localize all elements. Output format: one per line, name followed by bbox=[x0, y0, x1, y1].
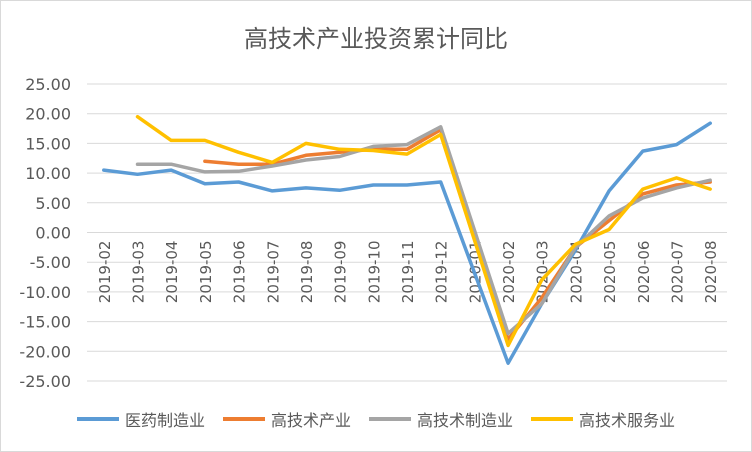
y-tick-label: -15.00 bbox=[19, 313, 71, 332]
legend-item: 高技术服务业 bbox=[531, 407, 675, 431]
x-tick-label: 2019-08 bbox=[298, 241, 316, 304]
y-tick-label: 10.00 bbox=[25, 164, 71, 183]
legend-swatch bbox=[76, 417, 119, 421]
x-tick-label: 2019-03 bbox=[130, 241, 148, 304]
y-tick-label: 5.00 bbox=[35, 194, 71, 213]
y-tick-label: 0.00 bbox=[35, 224, 71, 243]
series-line-3 bbox=[135, 125, 712, 336]
y-tick-label: 20.00 bbox=[25, 105, 71, 124]
legend: 医药制造业 高技术产业 高技术制造业 高技术服务业 bbox=[1, 407, 751, 431]
y-tick-label: 15.00 bbox=[25, 134, 71, 153]
legend-label: 高技术制造业 bbox=[417, 411, 514, 430]
x-tick-label: 2019-06 bbox=[231, 241, 249, 304]
x-tick-label: 2019-12 bbox=[433, 241, 451, 304]
x-tick-label: 2019-05 bbox=[197, 240, 215, 303]
legend-item: 医药制造业 bbox=[76, 407, 205, 431]
legend-label: 高技术产业 bbox=[270, 411, 351, 430]
x-tick-label: 2019-02 bbox=[96, 241, 114, 304]
legend-item: 高技术制造业 bbox=[369, 407, 513, 431]
series-line-4 bbox=[135, 114, 712, 348]
y-tick-label: -25.00 bbox=[19, 372, 71, 391]
x-tick-label: 2020-06 bbox=[635, 241, 653, 304]
legend-label: 高技术服务业 bbox=[579, 411, 676, 430]
y-tick-label: -10.00 bbox=[19, 283, 71, 302]
chart-title: 高技术产业投资累计同比 bbox=[244, 25, 508, 53]
x-tick-label: 2020-07 bbox=[668, 241, 686, 304]
x-tick-label: 2019-11 bbox=[399, 241, 417, 304]
y-tick-label: 25.00 bbox=[25, 75, 71, 94]
legend-swatch bbox=[531, 417, 574, 421]
y-tick-label: -5.00 bbox=[30, 253, 71, 272]
legend-label: 医药制造业 bbox=[124, 411, 205, 430]
x-tick-label: 2019-10 bbox=[365, 241, 383, 304]
x-tick-label: 2020-08 bbox=[702, 241, 720, 304]
legend-item: 高技术产业 bbox=[222, 407, 351, 431]
x-tick-label: 2019-09 bbox=[332, 241, 350, 304]
x-tick-label: 2019-07 bbox=[264, 241, 282, 304]
series-line-1 bbox=[102, 121, 712, 365]
legend-swatch bbox=[369, 417, 411, 421]
legend-swatch bbox=[222, 417, 265, 421]
y-tick-label: -20.00 bbox=[19, 342, 71, 361]
x-tick-label: 2020-05 bbox=[601, 241, 619, 304]
x-tick-label: 2020-02 bbox=[500, 241, 518, 304]
line-chart: 25.00 20.00 15.00 10.00 5.00 0.00 -5.00 -10.00 -… bbox=[19, 75, 727, 391]
x-tick-label: 2019-04 bbox=[163, 241, 181, 304]
